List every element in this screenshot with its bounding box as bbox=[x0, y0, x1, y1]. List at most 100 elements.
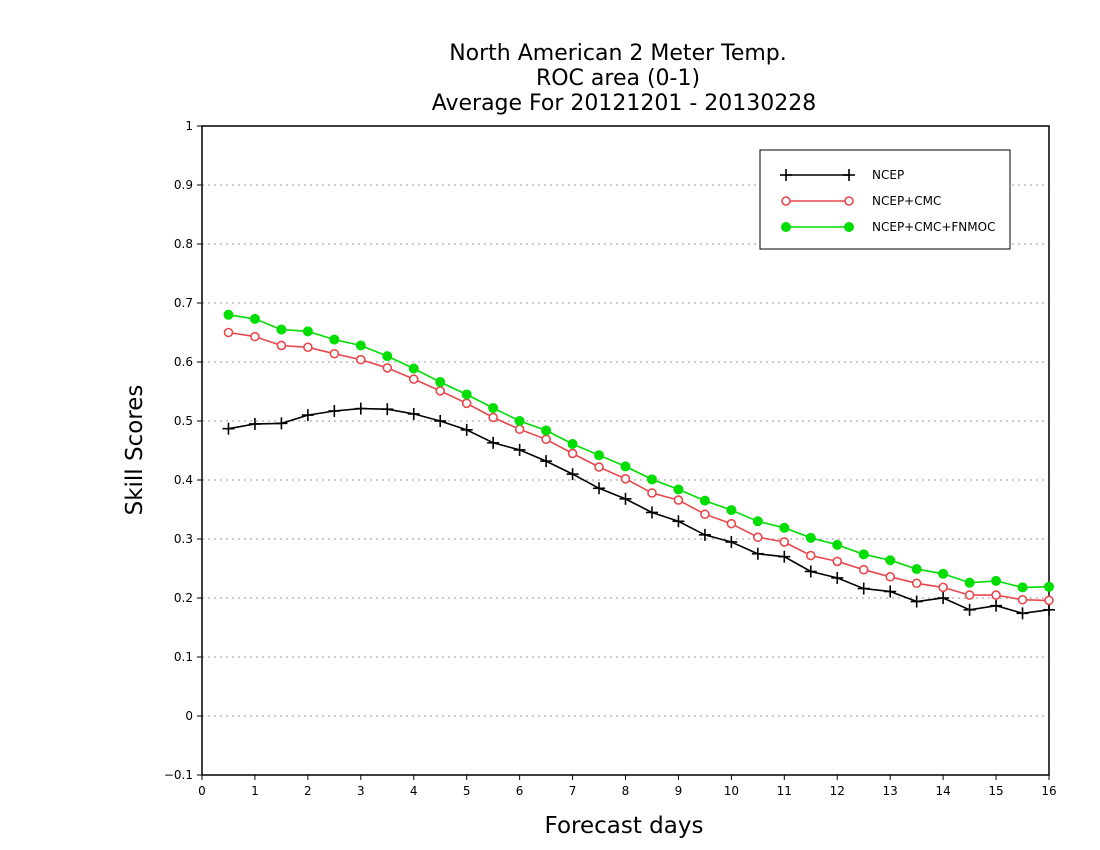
y-tick-label: 0 bbox=[185, 709, 193, 723]
data-point bbox=[963, 603, 976, 616]
grid bbox=[202, 184, 1049, 717]
legend: NCEP NCEP+CMC NCEP+CMC+FNMOC bbox=[759, 149, 1011, 250]
data-point bbox=[991, 575, 1002, 586]
legend-marker bbox=[844, 196, 854, 206]
legend-marker bbox=[781, 196, 791, 206]
data-point bbox=[303, 342, 313, 353]
data-point bbox=[964, 577, 975, 588]
data-point bbox=[1043, 603, 1055, 616]
chart-title: North American 2 Meter Temp. ROC area (0… bbox=[432, 41, 817, 116]
x-tick-label: 9 bbox=[675, 784, 683, 798]
data-point bbox=[672, 515, 685, 528]
data-point bbox=[434, 415, 447, 427]
y-tick-label: −0.1 bbox=[164, 768, 193, 782]
legend-label: NCEP+CMC+FNMOC bbox=[872, 220, 995, 234]
data-point bbox=[885, 571, 895, 582]
series-line bbox=[228, 331, 1050, 602]
data-point bbox=[620, 461, 631, 472]
x-tick-label: 6 bbox=[516, 784, 524, 798]
data-point bbox=[805, 550, 816, 561]
data-point bbox=[223, 327, 234, 338]
x-axis: 0 1 2 3 4 5 6 7 8 9 10 11 12 13 14 15 16 bbox=[198, 775, 1057, 798]
x-tick-label: 7 bbox=[569, 784, 577, 798]
data-point bbox=[540, 455, 553, 468]
data-point bbox=[1044, 595, 1054, 606]
title-line-1: North American 2 Meter Temp. bbox=[449, 41, 787, 66]
y-tick-label: 0.8 bbox=[174, 237, 193, 251]
data-point bbox=[250, 331, 260, 342]
data-point bbox=[488, 412, 498, 423]
y-tick-label: 0.4 bbox=[174, 473, 193, 487]
data-point bbox=[248, 417, 261, 430]
data-point bbox=[698, 528, 711, 541]
data-point bbox=[699, 495, 710, 506]
data-point bbox=[1017, 594, 1028, 605]
y-tick-label: 0.1 bbox=[174, 650, 193, 664]
data-point bbox=[249, 313, 260, 324]
x-tick-label: 10 bbox=[724, 784, 739, 798]
data-point bbox=[275, 417, 288, 430]
data-point bbox=[514, 416, 525, 426]
data-point bbox=[594, 462, 604, 472]
legend-item: NCEP+CMC bbox=[781, 194, 941, 208]
legend-item: NCEP+CMC+FNMOC bbox=[781, 220, 995, 234]
data-point bbox=[779, 522, 790, 533]
data-point bbox=[513, 443, 526, 456]
y-axis-title: Skill Scores bbox=[122, 385, 148, 516]
legend-marker bbox=[844, 222, 854, 232]
x-tick-label: 4 bbox=[410, 784, 418, 798]
data-point bbox=[566, 468, 579, 481]
legend-marker bbox=[843, 169, 855, 181]
data-point bbox=[752, 516, 763, 527]
data-point bbox=[355, 340, 366, 351]
data-point bbox=[276, 324, 287, 335]
data-point bbox=[488, 403, 499, 414]
x-tick-label: 5 bbox=[463, 784, 471, 798]
data-point bbox=[541, 434, 551, 445]
x-tick-label: 3 bbox=[357, 784, 365, 798]
data-point bbox=[726, 505, 737, 516]
y-axis: −0.1 0 0.1 0.2 0.3 0.4 0.5 0.6 0.7 0.8 0.9 1 bbox=[164, 119, 202, 782]
title-line-3: Average For 20121201 - 20130228 bbox=[432, 91, 817, 116]
data-point bbox=[1017, 582, 1028, 593]
data-point bbox=[911, 564, 922, 575]
data-point bbox=[832, 539, 843, 550]
title-line-2: ROC area (0-1) bbox=[536, 66, 700, 91]
data-point bbox=[937, 592, 950, 604]
data-point bbox=[435, 386, 446, 396]
data-point bbox=[222, 422, 235, 435]
data-point bbox=[778, 550, 791, 563]
data-point bbox=[407, 407, 420, 420]
legend-label: NCEP bbox=[872, 168, 904, 182]
x-tick-label: 0 bbox=[198, 784, 206, 798]
x-tick-label: 15 bbox=[988, 784, 1003, 798]
data-point bbox=[461, 398, 472, 409]
legend-items: NCEP NCEP+CMC NCEP+CMC+FNMOC bbox=[780, 168, 995, 234]
data-point bbox=[381, 403, 394, 416]
data-point bbox=[329, 334, 340, 345]
data-point bbox=[805, 532, 816, 543]
data-point bbox=[911, 578, 922, 589]
data-point bbox=[435, 377, 446, 388]
data-point bbox=[673, 484, 684, 495]
data-point bbox=[751, 547, 764, 560]
data-point bbox=[938, 568, 949, 579]
legend-label: NCEP+CMC bbox=[872, 194, 941, 208]
x-axis-title: Forecast days bbox=[545, 813, 704, 839]
data-point bbox=[858, 564, 869, 575]
data-point bbox=[884, 585, 897, 598]
y-tick-label: 0.5 bbox=[174, 414, 193, 428]
data-point bbox=[885, 555, 896, 566]
data-point bbox=[328, 404, 341, 417]
legend-box bbox=[759, 149, 1011, 250]
series-ncep bbox=[222, 402, 1055, 620]
data-point bbox=[673, 495, 684, 505]
data-point bbox=[1044, 581, 1054, 592]
x-tick-label: 12 bbox=[830, 784, 845, 798]
data-point bbox=[514, 424, 525, 435]
data-point bbox=[567, 448, 578, 459]
data-point bbox=[725, 535, 738, 548]
data-point bbox=[832, 556, 843, 567]
data-point bbox=[726, 518, 737, 529]
